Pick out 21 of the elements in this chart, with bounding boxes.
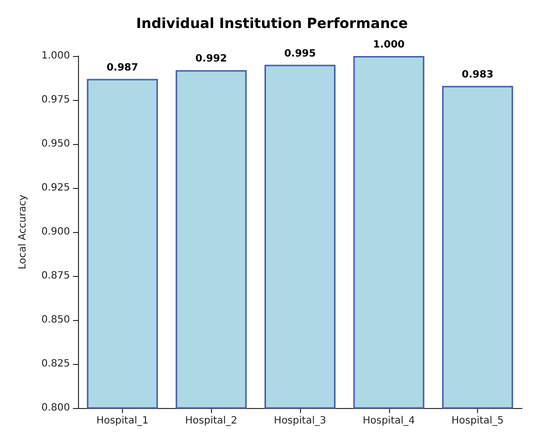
- x-tick-label: Hospital_4: [362, 416, 415, 426]
- y-tick-label: 1.000: [41, 50, 70, 62]
- y-tick-label: 0.975: [41, 94, 70, 106]
- y-tick-label: 0.900: [41, 226, 70, 238]
- x-tick-label: Hospital_1: [96, 416, 148, 426]
- x-tick-label: Hospital_3: [274, 416, 326, 426]
- x-tick-label: Hospital_2: [185, 416, 238, 426]
- y-tick-label: 0.850: [41, 314, 70, 326]
- y-axis-title: Local Accuracy: [18, 194, 28, 270]
- data-label: 0.992: [195, 54, 228, 65]
- data-label: 0.995: [284, 48, 316, 60]
- x-tick-label: Hospital_5: [452, 416, 504, 426]
- y-tick-label: 0.925: [41, 182, 70, 194]
- y-tick-label: 0.825: [41, 358, 70, 370]
- y-tick-label: 0.950: [41, 138, 70, 150]
- y-tick-label: 0.800: [41, 402, 70, 414]
- chart-title: Individual Institution Performance: [136, 16, 408, 32]
- data-label: 0.983: [462, 69, 494, 80]
- data-label: 1.000: [372, 40, 405, 50]
- data-label: 0.987: [106, 62, 138, 74]
- y-tick-label: 0.875: [41, 270, 70, 282]
